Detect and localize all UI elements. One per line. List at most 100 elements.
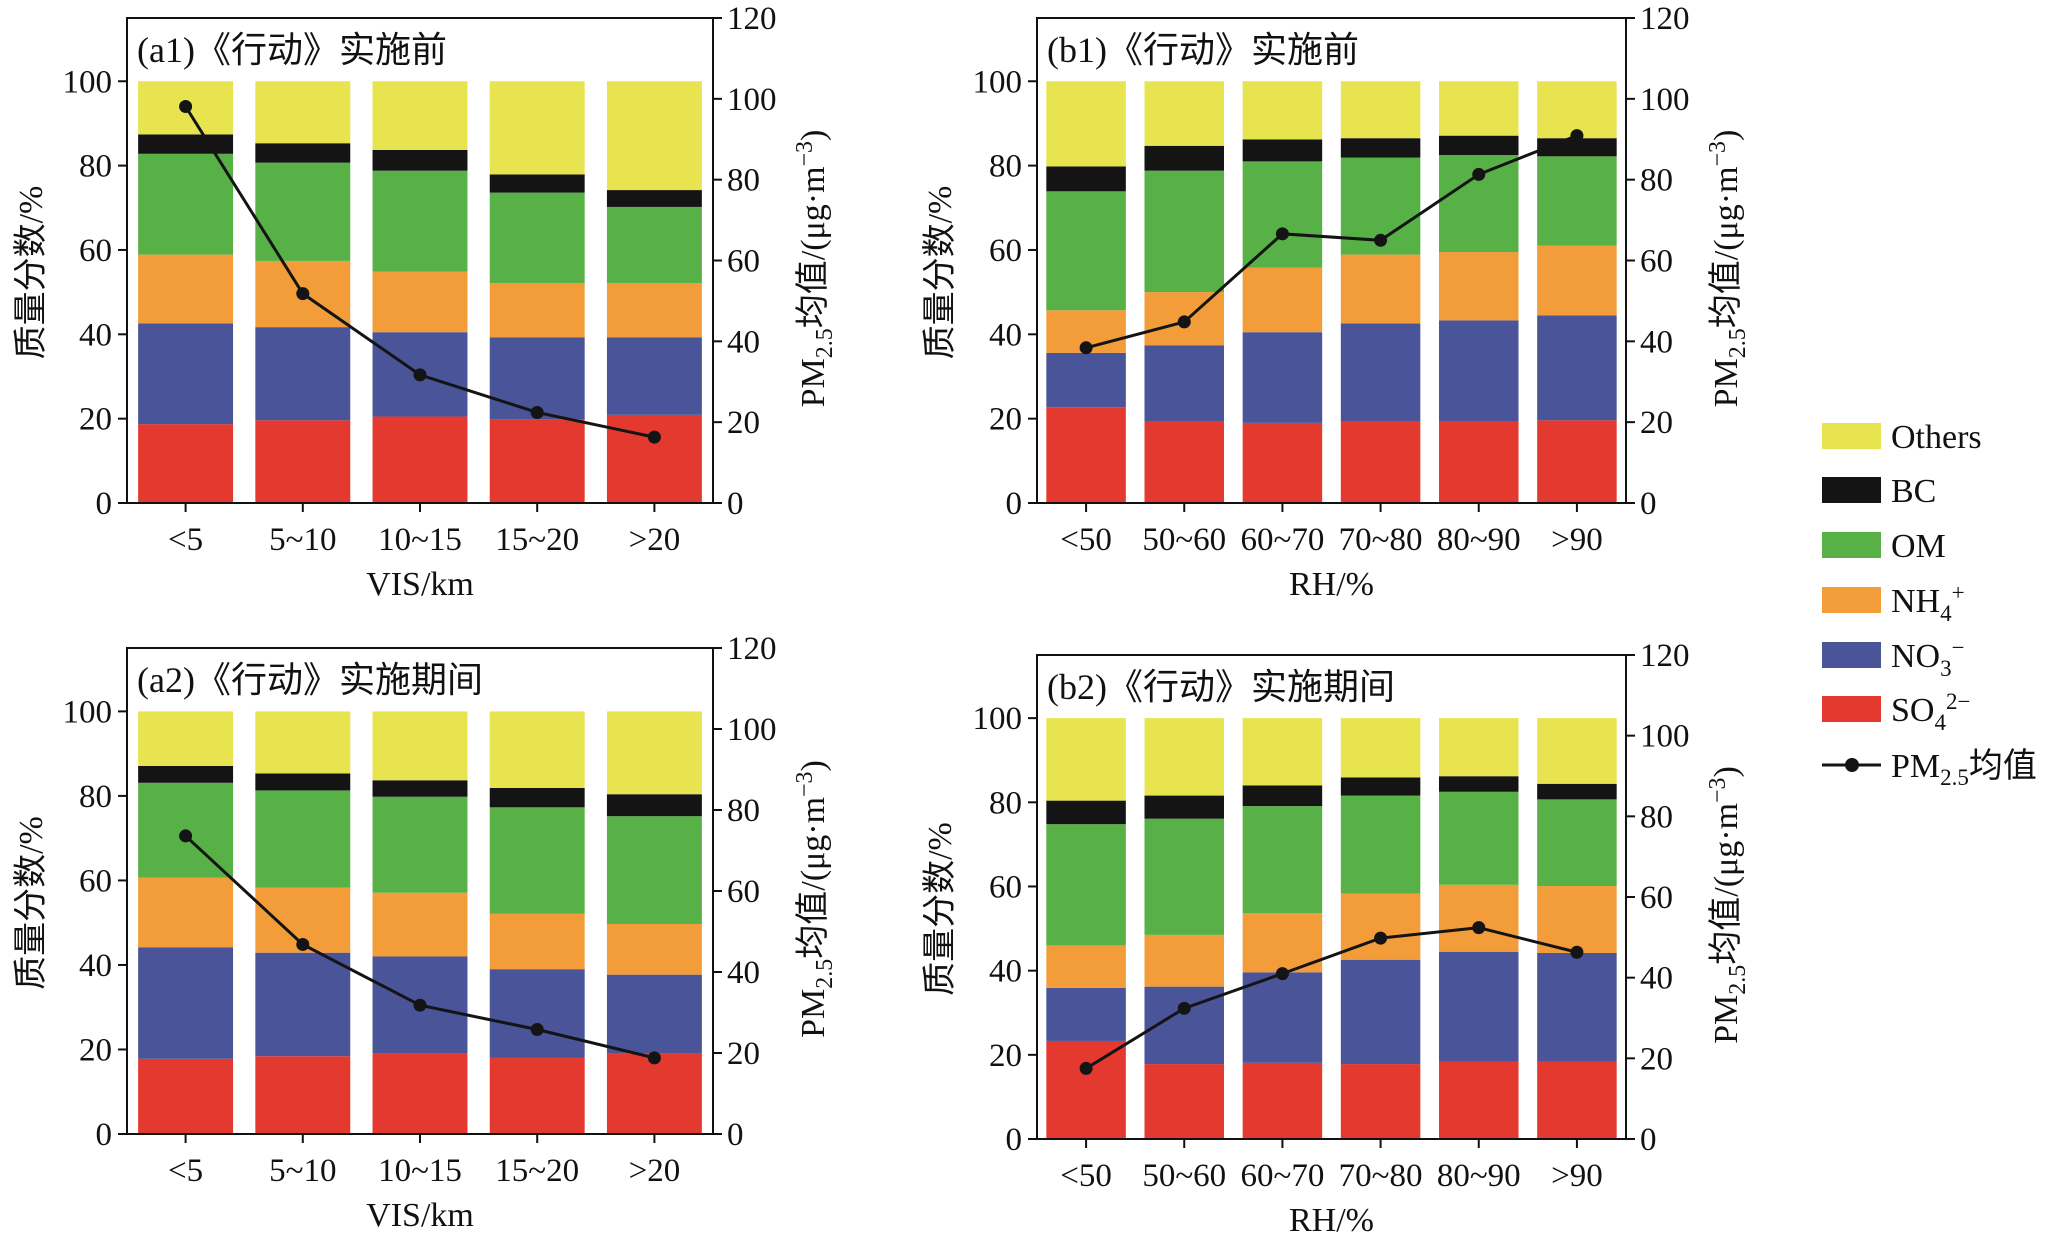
pm25-point — [1079, 341, 1093, 355]
x-tick-label: <50 — [1060, 1158, 1112, 1194]
x-tick-label: 5~10 — [269, 522, 336, 558]
bar-segment — [1046, 407, 1126, 503]
y2-tick-label: 40 — [1640, 324, 1673, 360]
y2-tick-label: 40 — [727, 324, 760, 360]
bar-segment — [1144, 421, 1225, 503]
y2-axis-title-mid: 均值/(μg·m — [794, 797, 832, 959]
bar-segment — [1438, 776, 1519, 792]
y2-axis-title-sub: 2.5 — [812, 328, 838, 358]
pm25-point — [179, 829, 193, 843]
bar-segment — [1242, 1062, 1323, 1139]
bar-segment — [255, 143, 351, 163]
pm25-point — [1177, 1001, 1191, 1015]
y-tick-label: 20 — [989, 402, 1022, 438]
y-tick-label: 80 — [79, 149, 112, 185]
y2-axis-title-sub: 2.5 — [812, 959, 838, 989]
legend-label-nh4-base: NH — [1891, 583, 1940, 620]
bar-segment — [1438, 421, 1519, 503]
y2-axis-title-mid: 均值/(μg·m — [794, 166, 832, 328]
pm25-point — [530, 1023, 544, 1037]
bar-segment — [372, 81, 468, 151]
y-tick-label: 0 — [96, 1117, 113, 1153]
bar-segment — [1537, 799, 1617, 887]
bar-segment — [1537, 245, 1617, 316]
bar-segment — [489, 1057, 585, 1134]
bar-segment — [1340, 1064, 1421, 1139]
y-tick-label: 100 — [973, 64, 1023, 100]
x-tick-label: <50 — [1060, 522, 1112, 558]
legend-label-nh4: NH4+ — [1891, 580, 1965, 626]
bar-segment — [1242, 718, 1323, 786]
pm25-point — [179, 100, 193, 114]
bar-segment — [1242, 972, 1323, 1063]
x-tick-label: 60~70 — [1240, 522, 1324, 558]
y2-axis-title-sup: −3 — [1705, 141, 1731, 167]
bar-segment — [1537, 315, 1617, 421]
legend-label-no3: NO3− — [1891, 635, 1965, 681]
pm25-point — [1079, 1061, 1093, 1075]
x-tick-label: 10~15 — [378, 1153, 462, 1189]
bar-segment — [1537, 783, 1617, 800]
y-tick-label: 60 — [79, 863, 112, 899]
bar-segment — [1144, 1064, 1225, 1139]
x-tick-label: 70~80 — [1339, 522, 1423, 558]
bar-segment — [1438, 718, 1519, 777]
y2-tick-label: 60 — [727, 244, 760, 280]
y2-axis-title-end: ) — [1708, 130, 1745, 141]
x-tick-label: 15~20 — [495, 522, 579, 558]
x-tick-label: 5~10 — [269, 1153, 336, 1189]
pm25-point — [1472, 921, 1486, 935]
x-axis-title: VIS/km — [366, 1197, 474, 1234]
pm25-point — [1570, 945, 1584, 959]
bar-segment — [138, 134, 234, 154]
y2-axis-title-sup: −3 — [792, 141, 818, 167]
x-tick-label: >20 — [629, 522, 681, 558]
legend-swatch-nh4 — [1822, 587, 1881, 613]
x-tick-label: 50~60 — [1142, 1158, 1226, 1194]
bar-segment — [1537, 420, 1617, 503]
y-tick-label: 20 — [79, 402, 112, 438]
bar-segment — [1046, 191, 1126, 311]
bar-segment — [138, 947, 234, 1059]
pm25-point — [1472, 167, 1486, 181]
legend-swatch-no3 — [1822, 642, 1881, 668]
y2-tick-label: 80 — [727, 163, 760, 199]
bar-segment — [1144, 145, 1225, 171]
bar-segment — [1046, 352, 1126, 408]
bar-segment — [372, 796, 468, 893]
y2-tick-label: 0 — [1640, 1122, 1657, 1158]
bar-segment — [138, 877, 234, 948]
y2-tick-label: 80 — [1640, 799, 1673, 835]
bar-segment — [1046, 81, 1126, 167]
bar-segment — [606, 81, 702, 191]
y2-axis-title: PM2.5均值/(μg·m−3) — [1705, 766, 1751, 1044]
bar-segment — [1144, 818, 1225, 935]
y-tick-label: 0 — [96, 486, 113, 522]
y2-tick-label: 40 — [1640, 961, 1673, 997]
legend-label-pm25: PM2.5均值 — [1891, 747, 2037, 790]
y2-axis-title-end: ) — [795, 760, 832, 771]
bar-segment — [1144, 718, 1225, 796]
bar-segment — [1046, 800, 1126, 825]
legend-label-nh4-sup: + — [1952, 580, 1965, 605]
y-tick-label: 60 — [989, 233, 1022, 269]
x-tick-label: 80~90 — [1437, 522, 1521, 558]
y2-tick-label: 80 — [1640, 163, 1673, 199]
x-tick-label: 10~15 — [378, 522, 462, 558]
x-tick-label: >90 — [1551, 1158, 1603, 1194]
bar-segment — [1046, 1040, 1126, 1139]
y-tick-label: 40 — [989, 954, 1022, 990]
bar-segment — [372, 892, 468, 957]
bar-segment — [1537, 1061, 1617, 1139]
y2-axis-title-sub: 2.5 — [1725, 965, 1751, 995]
legend: Others BC OM NH4+ NO3− SO42− PM2.5均值 — [1822, 419, 2037, 790]
bar-segment — [1242, 785, 1323, 807]
bar-segment — [606, 794, 702, 817]
x-tick-label: 80~90 — [1437, 1158, 1521, 1194]
bar-segment — [372, 150, 468, 171]
bar-segment — [489, 283, 585, 338]
bar-segment — [1537, 952, 1617, 1062]
chart-panels: 0 20 40 60 80 100 0 20 40 60 80 100 120 <5 5~10 10~15 15… — [12, 1, 1751, 1239]
legend-label-om: OM — [1891, 528, 1946, 565]
y2-tick-label: 0 — [727, 1117, 744, 1153]
